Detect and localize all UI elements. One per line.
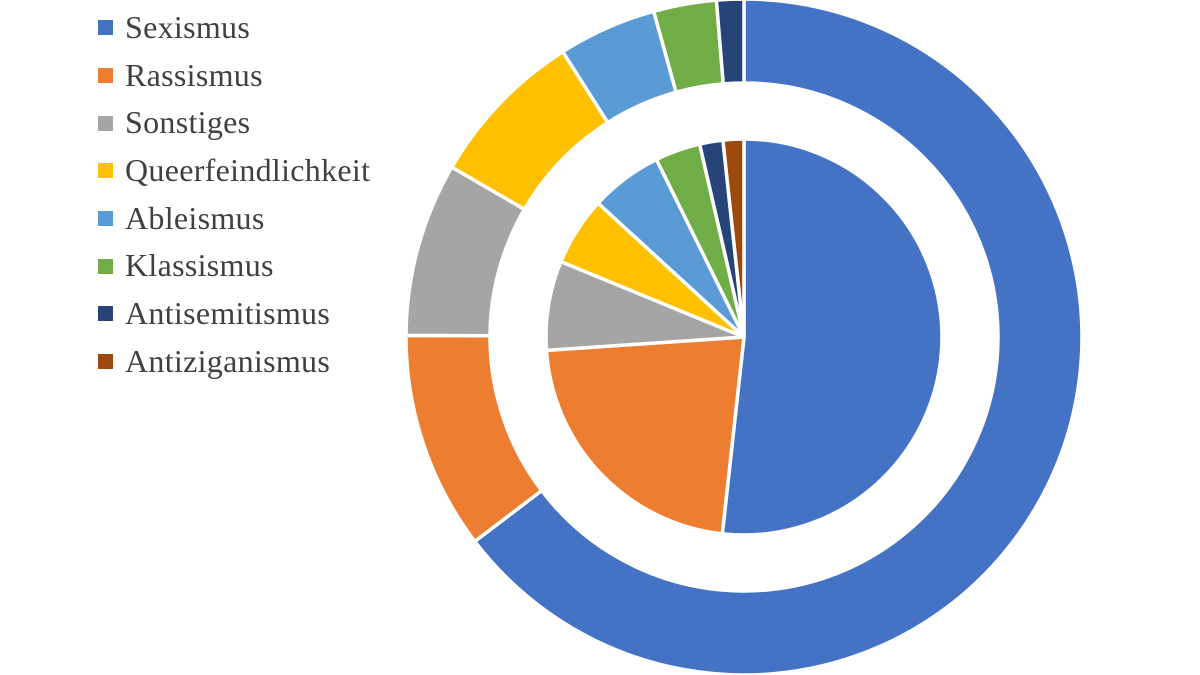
chart-legend: Sexismus Rassismus Sonstiges Queerfeindl… bbox=[98, 3, 370, 385]
legend-label: Ableismus bbox=[125, 199, 265, 236]
legend-item: Rassismus bbox=[98, 51, 370, 99]
legend-swatch-icon bbox=[98, 306, 113, 322]
legend-item: Queerfeindlichkeit bbox=[98, 146, 370, 194]
ring-slice-sexismus bbox=[472, 0, 1084, 675]
pie-slice-sexismus bbox=[720, 137, 944, 537]
legend-swatch-icon bbox=[98, 68, 113, 84]
legend-item: Antisemitismus bbox=[98, 289, 370, 337]
pie-slice-antiziganismus bbox=[720, 137, 746, 338]
legend-label: Sonstiges bbox=[125, 104, 251, 141]
legend-swatch-icon bbox=[98, 20, 113, 36]
legend-item: Sexismus bbox=[98, 3, 370, 51]
legend-label: Antiziganismus bbox=[125, 342, 331, 379]
legend-item: Sonstiges bbox=[98, 98, 370, 146]
legend-swatch-icon bbox=[98, 211, 113, 227]
legend-swatch-icon bbox=[98, 258, 113, 274]
pie-slice-rassismus bbox=[544, 335, 746, 536]
legend-item: Ableismus bbox=[98, 194, 370, 242]
ring-slice-antisemitismus bbox=[714, 0, 746, 86]
legend-label: Sexismus bbox=[125, 8, 251, 45]
legend-label: Antisemitismus bbox=[125, 294, 331, 331]
legend-label: Queerfeindlichkeit bbox=[125, 151, 371, 188]
legend-item: Klassismus bbox=[98, 241, 370, 289]
legend-label: Klassismus bbox=[125, 247, 274, 284]
legend-swatch-icon bbox=[98, 354, 113, 370]
legend-swatch-icon bbox=[98, 115, 113, 131]
legend-label: Rassismus bbox=[125, 56, 263, 93]
legend-item: Antiziganismus bbox=[98, 337, 370, 385]
legend-swatch-icon bbox=[98, 163, 113, 179]
